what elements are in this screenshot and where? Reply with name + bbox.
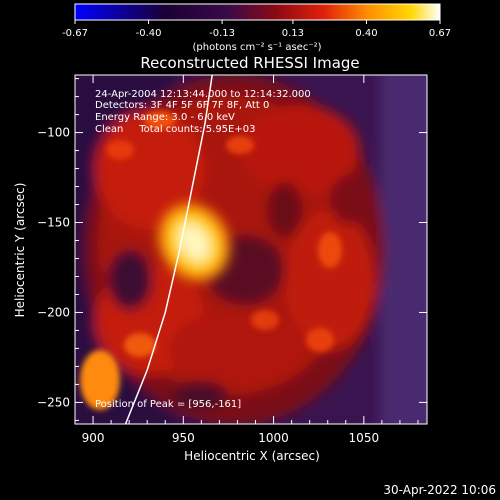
annotation-block: 24-Apr-2004 12:13:44.000 to 12:14:32.000… <box>95 89 311 410</box>
x-tick-label: 900 <box>82 431 105 445</box>
solar-limb-curve <box>124 75 213 424</box>
colorbar-gradient <box>74 3 441 21</box>
colorbar-tick-label: -0.40 <box>136 28 162 39</box>
y-axis-label: Heliocentric Y (arcsec) <box>13 183 27 318</box>
annotation-detectors: Detectors: 3F 4F 5F 6F 7F 8F, Att 0 <box>95 100 269 111</box>
x-axis-label: Heliocentric X (arcsec) <box>184 449 320 463</box>
y-tick-label: −100 <box>37 126 70 140</box>
chart-title: Reconstructed RHESSI Image <box>140 54 359 72</box>
peak-position-label: Position of Peak = [956,-161] <box>95 399 241 410</box>
y-tick-label: −250 <box>37 395 70 409</box>
footer-timestamp: 30-Apr-2022 10:06 <box>383 483 496 497</box>
plot-frame <box>74 74 428 425</box>
peak-center <box>178 223 210 261</box>
heatmap-bright-spots <box>80 111 342 410</box>
annotation-clean-counts: Clean Total counts: 5.95E+03 <box>95 124 255 135</box>
colorbar: -0.67 -0.40 -0.13 0.13 0.40 0.67 (photons cm⁻… <box>62 3 451 53</box>
colorbar-tick-label: -0.67 <box>62 28 88 39</box>
x-tick-label: 950 <box>172 431 195 445</box>
colorbar-tick-label: 0.13 <box>282 28 304 39</box>
colorbar-ticks: -0.67 -0.40 -0.13 0.13 0.40 0.67 <box>62 20 451 39</box>
y-tick-label: −200 <box>37 305 70 319</box>
y-tick-label: −150 <box>37 216 70 230</box>
x-tick-label: 1000 <box>258 431 289 445</box>
annotation-time-range: 24-Apr-2004 12:13:44.000 to 12:14:32.000 <box>95 89 311 100</box>
x-tick-label: 1050 <box>349 431 380 445</box>
colorbar-units: (photons cm⁻² s⁻¹ asec⁻²) <box>192 42 321 53</box>
colorbar-tick-label: 0.40 <box>355 28 377 39</box>
x-axis: 900 950 1000 1050 <box>74 75 419 445</box>
heatmap-image <box>75 75 427 424</box>
colorbar-tick-label: -0.13 <box>209 28 235 39</box>
y-axis: −100 −150 −200 −250 <box>37 78 427 421</box>
annotation-energy-range: Energy Range: 3.0 - 6.0 keV <box>95 112 235 123</box>
colorbar-tick-label: 0.67 <box>429 28 451 39</box>
